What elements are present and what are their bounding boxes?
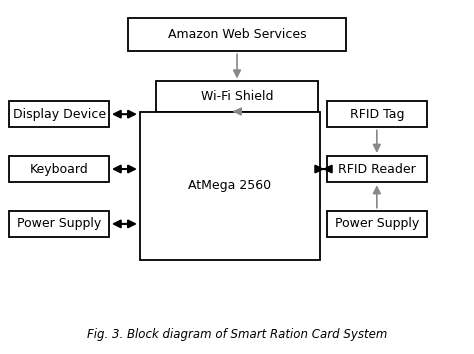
Text: Amazon Web Services: Amazon Web Services bbox=[168, 28, 306, 41]
Text: RFID Reader: RFID Reader bbox=[338, 162, 416, 176]
Bar bbox=[9, 101, 109, 127]
Bar bbox=[9, 156, 109, 182]
Text: RFID Tag: RFID Tag bbox=[350, 108, 404, 121]
Bar bbox=[327, 156, 427, 182]
Text: Power Supply: Power Supply bbox=[335, 217, 419, 230]
Bar bbox=[156, 81, 318, 112]
Text: Fig. 3. Block diagram of Smart Ration Card System: Fig. 3. Block diagram of Smart Ration Ca… bbox=[87, 328, 387, 341]
Text: Display Device: Display Device bbox=[13, 108, 106, 121]
Bar bbox=[140, 112, 320, 260]
Text: Keyboard: Keyboard bbox=[30, 162, 89, 176]
Bar bbox=[327, 101, 427, 127]
Text: Wi-Fi Shield: Wi-Fi Shield bbox=[201, 90, 273, 103]
Bar bbox=[9, 211, 109, 237]
Text: Power Supply: Power Supply bbox=[17, 217, 101, 230]
Bar bbox=[128, 18, 346, 51]
Bar bbox=[327, 211, 427, 237]
Text: AtMega 2560: AtMega 2560 bbox=[188, 179, 272, 192]
